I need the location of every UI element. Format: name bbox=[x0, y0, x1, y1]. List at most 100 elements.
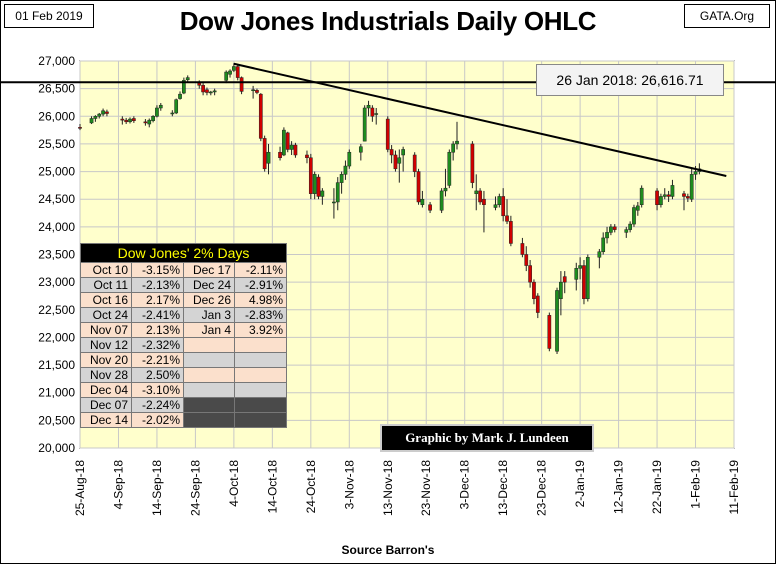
candle-body bbox=[393, 154, 398, 170]
table-date-cell: Dec 14 bbox=[80, 412, 132, 428]
table-empty-cell bbox=[183, 367, 235, 383]
y-tick-label: 21,500 bbox=[38, 358, 75, 372]
candle bbox=[478, 188, 482, 205]
candle bbox=[374, 107, 379, 125]
candle bbox=[143, 119, 148, 126]
table-empty-cell bbox=[183, 397, 235, 413]
candle bbox=[535, 293, 540, 319]
candle-body bbox=[205, 89, 209, 93]
candle bbox=[562, 271, 567, 294]
candle bbox=[655, 188, 659, 211]
candle-body bbox=[562, 276, 567, 283]
table-empty-cell bbox=[234, 382, 287, 398]
candle bbox=[635, 201, 640, 216]
table-row: Nov 07 2.13% Jan 4 3.92% bbox=[80, 322, 287, 338]
y-tick-label: 20,500 bbox=[38, 413, 75, 427]
table-row: Dec 14 -2.02% bbox=[80, 412, 287, 428]
candle-body bbox=[335, 182, 340, 203]
candle bbox=[689, 168, 694, 202]
candle-body bbox=[585, 257, 590, 299]
candle bbox=[305, 150, 309, 164]
candle bbox=[335, 177, 340, 211]
candle-body bbox=[428, 204, 432, 211]
candle-body bbox=[132, 118, 136, 121]
candle bbox=[501, 188, 506, 222]
candle bbox=[455, 121, 459, 150]
candle bbox=[401, 146, 406, 172]
table-empty-cell bbox=[183, 412, 235, 428]
candle-body bbox=[635, 205, 640, 211]
candle bbox=[385, 116, 390, 153]
candle-body bbox=[370, 107, 375, 117]
candle bbox=[474, 174, 479, 211]
table-row: Nov 28 2.50% bbox=[80, 367, 287, 383]
candle bbox=[666, 190, 671, 202]
candle bbox=[605, 226, 609, 244]
candle-body bbox=[312, 174, 317, 194]
candle bbox=[685, 193, 690, 202]
two-percent-days-table: Dow Jones' 2% Days Oct 10 -3.15% Dec 17 -2.… bbox=[80, 243, 287, 428]
candle bbox=[255, 88, 259, 95]
candle bbox=[597, 248, 602, 269]
candle bbox=[170, 110, 175, 117]
candle-body bbox=[232, 66, 236, 71]
candle bbox=[320, 188, 325, 205]
table-row: Oct 16 2.17% Dec 26 4.98% bbox=[80, 292, 287, 308]
candle-body bbox=[455, 140, 459, 145]
candle-body bbox=[224, 71, 229, 81]
candle-body bbox=[451, 143, 456, 153]
candle-body bbox=[89, 118, 94, 124]
candle-body bbox=[520, 243, 525, 255]
trendline bbox=[233, 62, 727, 177]
table-value-cell: 2.50% bbox=[131, 367, 184, 383]
candle bbox=[493, 196, 498, 211]
x-tick-label: 13-Dec-18 bbox=[496, 460, 510, 516]
source-label: Source Barron's bbox=[341, 543, 435, 557]
candle-body bbox=[97, 113, 102, 117]
candle bbox=[624, 226, 629, 238]
candle bbox=[132, 116, 136, 123]
table-value-cell: -2.32% bbox=[131, 337, 184, 353]
table-row: Nov 20 -2.21% bbox=[80, 352, 287, 368]
table-empty-cell bbox=[234, 337, 287, 353]
candle-body bbox=[266, 151, 271, 164]
candle bbox=[105, 109, 109, 117]
candle-body bbox=[93, 116, 98, 119]
candle bbox=[93, 115, 98, 122]
candle-body bbox=[212, 90, 217, 93]
candle bbox=[178, 91, 182, 100]
candle-body bbox=[128, 118, 132, 123]
y-tick-label: 24,000 bbox=[38, 220, 75, 234]
candle-body bbox=[235, 66, 240, 78]
table-value-cell: -2.91% bbox=[234, 277, 287, 293]
candle-body bbox=[497, 196, 502, 205]
candle-body bbox=[628, 223, 632, 230]
candle bbox=[609, 224, 613, 236]
candle bbox=[151, 115, 155, 123]
candle bbox=[205, 87, 209, 96]
candle-body bbox=[559, 281, 563, 299]
candle-body bbox=[532, 281, 536, 299]
table-row: Dec 07 -2.24% bbox=[80, 397, 287, 413]
table-value-cell: -2.83% bbox=[234, 307, 287, 323]
table-empty-cell bbox=[234, 397, 287, 413]
table-value-cell: -2.11% bbox=[234, 262, 287, 278]
table-empty-cell bbox=[234, 412, 287, 428]
candle bbox=[547, 312, 552, 352]
candle bbox=[158, 103, 163, 111]
candle-body bbox=[524, 254, 529, 266]
candle bbox=[293, 142, 298, 158]
x-axis: 25-Aug-18 4-Sep-18 14-Sep-18 24-Sep-18 4-Oct… bbox=[73, 460, 741, 516]
table-empty-cell bbox=[183, 382, 235, 398]
candle bbox=[470, 141, 475, 189]
candle-body bbox=[374, 113, 379, 115]
candle-body bbox=[670, 185, 675, 197]
table-date-cell: Jan 3 bbox=[183, 307, 235, 323]
x-tick-label: 25-Aug-18 bbox=[73, 460, 87, 516]
table-date-cell: Nov 07 bbox=[80, 322, 132, 338]
candle-body bbox=[555, 290, 559, 352]
candle bbox=[682, 190, 686, 211]
candle-body bbox=[582, 265, 586, 299]
candle bbox=[97, 112, 102, 119]
table-date-cell: Jan 4 bbox=[183, 322, 235, 338]
